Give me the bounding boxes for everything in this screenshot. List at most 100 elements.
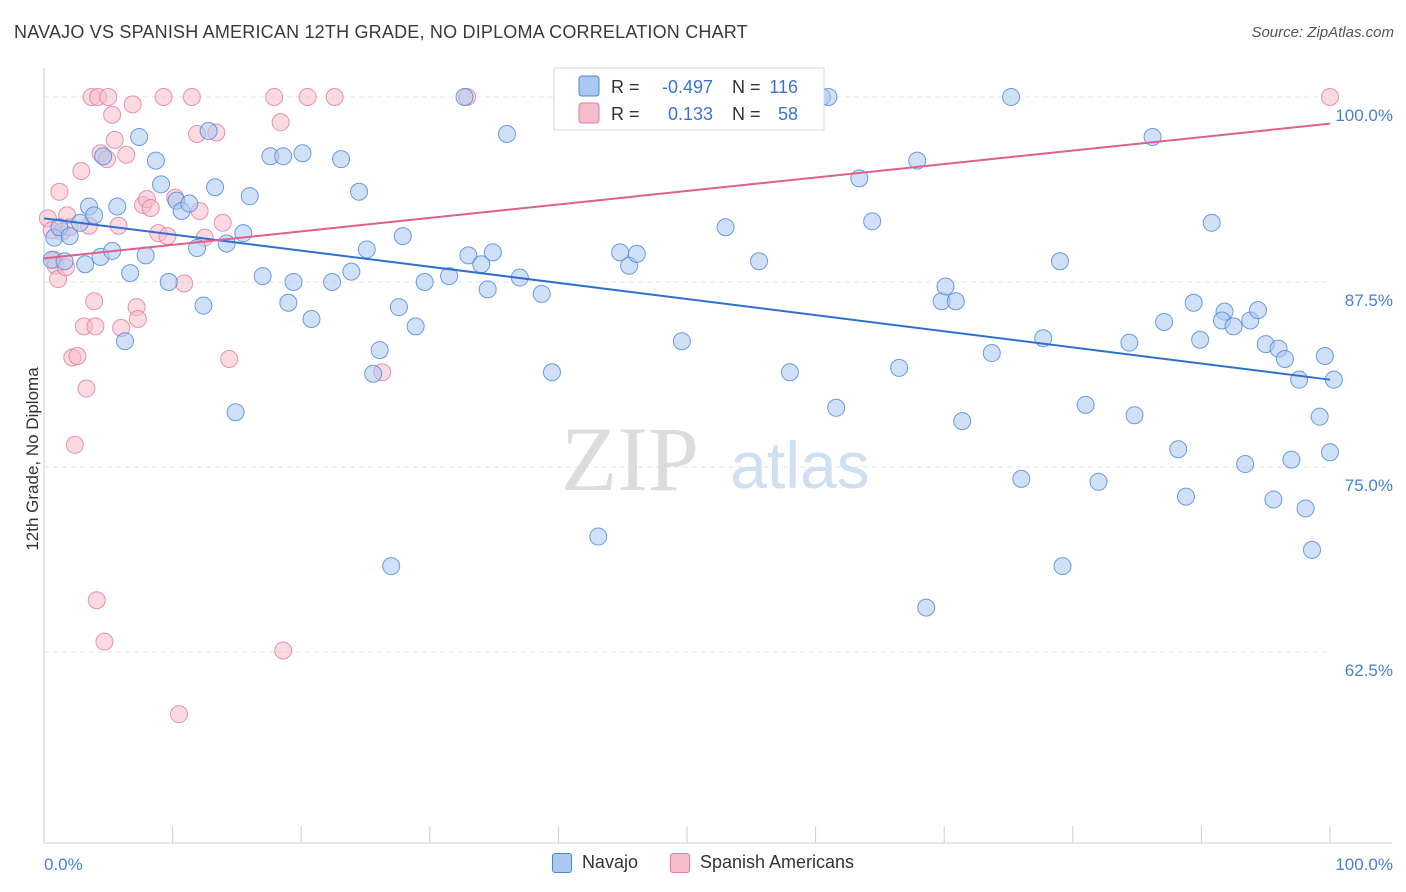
navajo-point-45 (382, 557, 401, 576)
watermark-atlas: atlas (730, 428, 869, 502)
navajo-point-50 (440, 267, 459, 286)
navajo-point-46 (389, 298, 408, 317)
axes (43, 68, 1392, 844)
navajo-point-80 (953, 412, 972, 431)
navajo-point-22 (180, 194, 199, 213)
navajo-point-28 (226, 403, 245, 422)
navajo-point-31 (253, 267, 272, 286)
legend-r-label-spanish: R = (611, 104, 640, 124)
y-tick-label-2: 75.0% (1345, 476, 1393, 495)
spanish-point-20 (87, 591, 106, 610)
navajo-point-56 (497, 125, 516, 143)
correlation-legend: R = -0.497 N = 116 R = 0.133 N = 58 (553, 67, 825, 131)
spanish-point-43 (182, 88, 201, 106)
spanish-point-54 (325, 88, 344, 106)
navajo-point-68 (780, 363, 799, 382)
navajo-point-81 (982, 344, 1001, 363)
spanish-point-13 (72, 162, 91, 180)
navajo-point-18 (152, 175, 171, 194)
spanish-point-41 (170, 705, 189, 724)
legend-swatch-navajo-bottom (551, 852, 572, 873)
navajo-point-65 (716, 218, 735, 237)
chart-title: NAVAJO VS SPANISH AMERICAN 12TH GRADE, N… (14, 22, 748, 42)
spanish-point-53 (298, 88, 317, 106)
navajo-point-38 (323, 273, 342, 291)
navajo-point-108 (1282, 450, 1301, 469)
navajo-point-24 (194, 296, 213, 315)
legend-n-label-navajo: N = (732, 77, 761, 97)
y-axis-label-group: 12th Grade, No Diploma (23, 367, 42, 551)
spanish-point-5 (50, 182, 69, 201)
navajo-point-54 (478, 280, 497, 299)
spanish-point-36 (141, 199, 160, 217)
navajo-point-42 (357, 240, 376, 259)
navajo-point-15 (130, 127, 149, 146)
navajo-point-64 (672, 332, 691, 351)
legend-swatch-navajo (578, 75, 600, 97)
navajo-point-29 (234, 224, 253, 243)
navajo-point-111 (1302, 540, 1321, 559)
spanish-point-30 (117, 145, 136, 164)
legend-item-spanish-americans[interactable]: Spanish Americans (669, 852, 855, 873)
spanish-point-48 (213, 213, 232, 232)
navajo-point-88 (1089, 472, 1108, 491)
spanish-point-11 (65, 435, 84, 454)
navajo-point-95 (1184, 293, 1203, 312)
x-tick-label-1: 100.0% (1335, 855, 1393, 874)
legend-label-spanish-americans: Spanish Americans (699, 852, 855, 872)
y-tick-label-1: 87.5% (1345, 291, 1393, 310)
spanish-point-18 (85, 292, 104, 311)
navajo-point-55 (483, 243, 502, 262)
watermark-zip: ZIP (561, 408, 699, 510)
navajo-point-89 (1120, 333, 1139, 352)
navajo-point-52 (459, 246, 478, 265)
navajo-point-13 (116, 332, 135, 351)
navajo-point-114 (1321, 443, 1339, 462)
navajo-point-10 (94, 147, 113, 166)
navajo-point-4 (60, 227, 79, 246)
navajo-point-25 (199, 122, 218, 141)
legend-r-value-navajo: -0.497 (662, 77, 713, 97)
navajo-point-76 (917, 598, 936, 617)
grid-lines (44, 96, 1330, 653)
spanish-trend-line (43, 122, 1331, 260)
navajo-point-35 (284, 273, 303, 291)
navajo-point-83 (1012, 469, 1031, 488)
spanish-point-42 (175, 274, 194, 293)
navajo-point-74 (890, 358, 909, 377)
spanish-point-12 (68, 347, 87, 365)
navajo-point-71 (827, 398, 846, 417)
navajo-point-110 (1296, 499, 1315, 518)
legend-swatch-spanish-bottom (669, 852, 690, 873)
legend-item-navajo[interactable]: Navajo (551, 852, 638, 873)
spanish-point-33 (128, 310, 147, 328)
navajo-point-44 (370, 341, 389, 360)
navajo-point-40 (342, 262, 361, 281)
legend-r-label-navajo: R = (611, 77, 640, 97)
navajo-point-58 (532, 284, 551, 303)
legend-r-value-spanish: 0.133 (668, 104, 713, 124)
navajo-point-82 (1002, 88, 1021, 106)
spanish-point-51 (271, 113, 290, 132)
navajo-point-47 (393, 227, 412, 246)
spanish-point-19 (86, 317, 105, 336)
navajo-point-100 (1224, 317, 1243, 336)
navajo-point-101 (1236, 455, 1255, 474)
navajo-point-26 (206, 178, 225, 197)
navajo-point-60 (589, 527, 608, 546)
navajo-point-103 (1248, 301, 1267, 320)
navajo-point-39 (332, 150, 351, 169)
legend-n-value-spanish: 58 (778, 104, 798, 124)
navajo-point-79 (946, 292, 965, 311)
navajo-point-113 (1315, 347, 1334, 365)
navajo-point-107 (1275, 349, 1294, 368)
navajo-point-109 (1290, 370, 1309, 389)
navajo-point-48 (406, 317, 425, 336)
spanish-point-15 (77, 379, 96, 398)
source-label: Source: ZipAtlas.com (1251, 24, 1394, 41)
navajo-point-51 (455, 88, 474, 106)
spanish-point-50 (265, 88, 284, 106)
watermark: ZIP atlas (561, 408, 870, 510)
navajo-point-14 (121, 264, 140, 283)
